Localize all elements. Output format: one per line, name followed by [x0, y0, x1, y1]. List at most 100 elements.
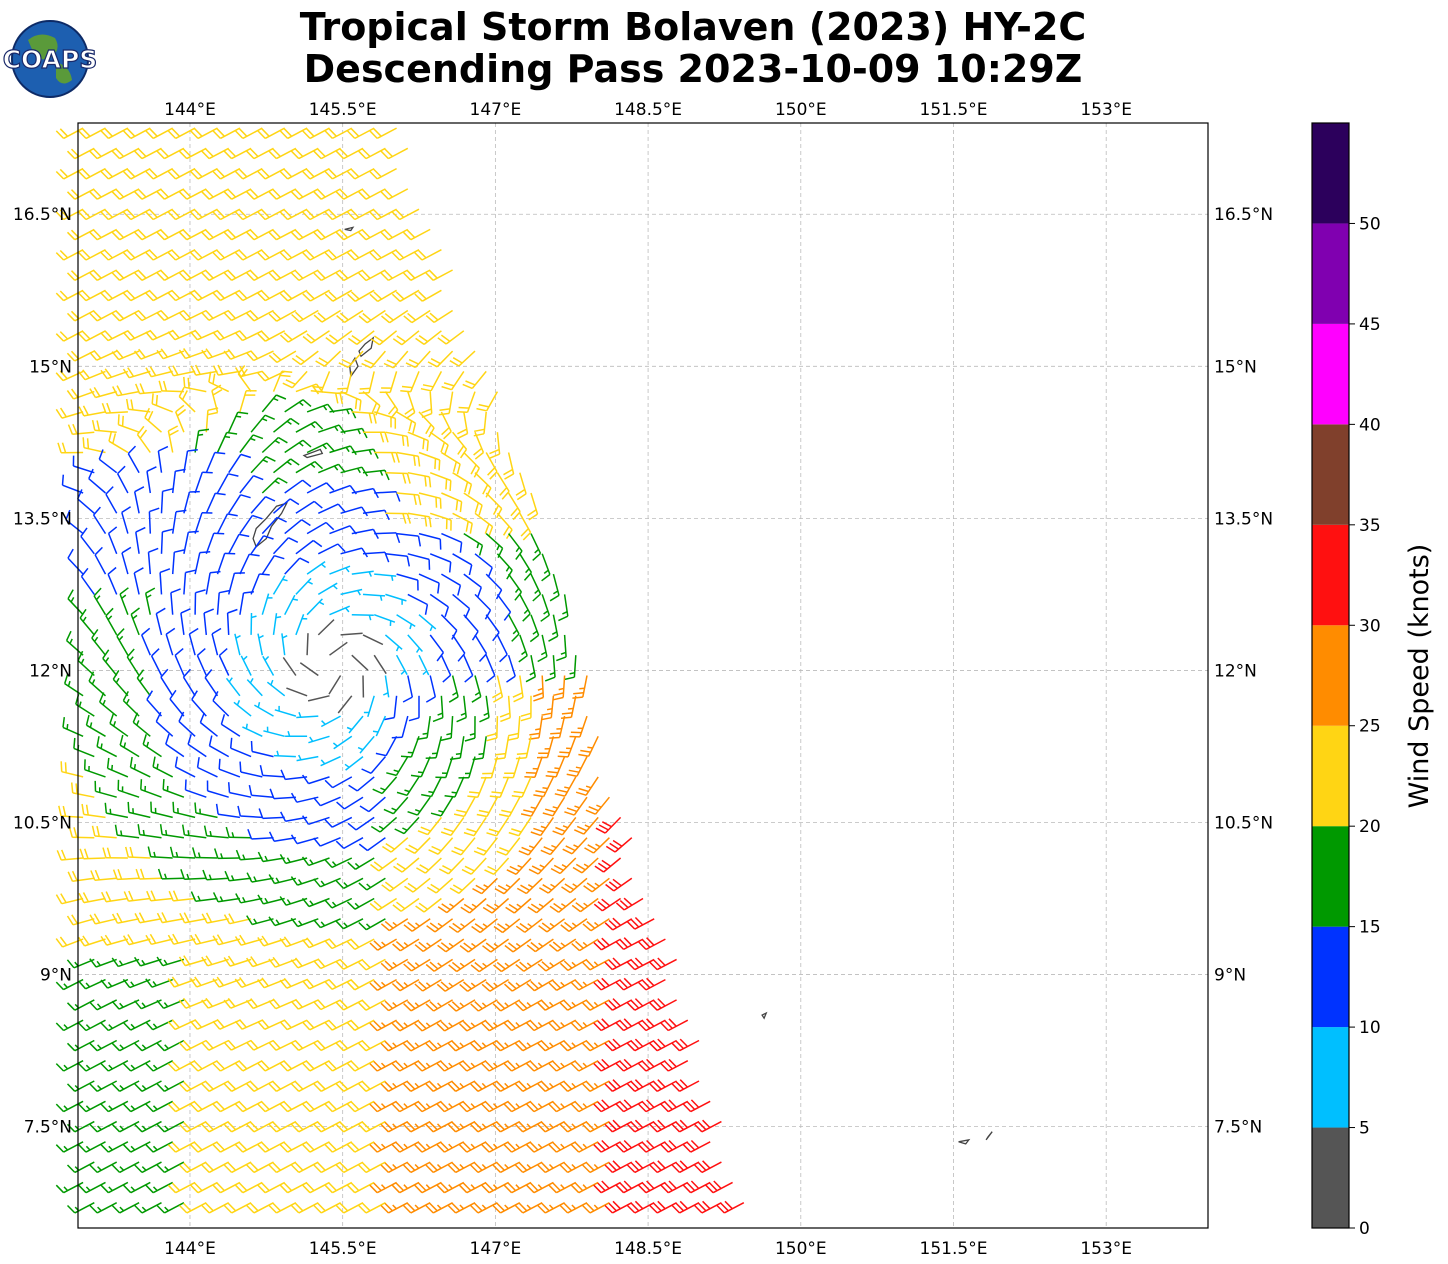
barb-staff: [175, 289, 196, 302]
wind-barb: [250, 414, 275, 433]
barb-feather: [201, 1164, 210, 1173]
barb-feather: [369, 293, 379, 302]
barb-feather: [134, 913, 141, 924]
wind-barb: [392, 938, 420, 952]
barb-feather: [223, 272, 233, 281]
barb-staff: [331, 978, 353, 990]
barb-feather: [59, 331, 69, 340]
wind-barb: [66, 1202, 95, 1214]
barb-staff: [295, 460, 316, 474]
barb-feather: [601, 977, 610, 987]
wind-barb: [159, 568, 171, 595]
barb-half-feather: [549, 671, 555, 676]
barb-feather: [441, 903, 451, 911]
barb-staff: [161, 877, 184, 880]
barb-feather: [312, 539, 323, 548]
barb-feather: [347, 861, 356, 870]
wind-barb: [313, 1202, 341, 1214]
barb-half-feather: [298, 401, 304, 407]
wind-barb: [250, 535, 274, 555]
barb-half-feather: [382, 692, 389, 696]
barb-feather: [503, 1022, 513, 1032]
wind-barb: [135, 868, 162, 880]
wind-barb: [369, 938, 397, 951]
barb-feather: [686, 1182, 696, 1192]
wind-barb: [134, 1202, 162, 1214]
wind-barb: [436, 1060, 465, 1072]
barb-feather: [167, 1103, 177, 1113]
barb-feather: [324, 252, 333, 261]
barb-staff: [63, 208, 84, 221]
barb-feather: [570, 1063, 580, 1072]
barb-staff: [85, 249, 106, 261]
barb-feather: [145, 331, 154, 341]
barb-half-feather: [422, 670, 428, 676]
barb-staff: [184, 958, 207, 967]
barb-feather: [526, 1144, 535, 1153]
wind-barb: [228, 453, 252, 474]
barb-staff: [264, 1019, 286, 1030]
barb-feather: [245, 957, 254, 968]
barb-feather: [531, 865, 542, 872]
barb-feather: [328, 1142, 337, 1151]
barb-feather: [156, 1042, 165, 1052]
wind-barb: [452, 431, 468, 459]
barb-feather: [537, 1123, 546, 1133]
barb-staff: [173, 938, 196, 945]
barb-feather: [373, 1101, 382, 1111]
wind-barb: [470, 1161, 498, 1174]
wind-barb: [519, 512, 532, 541]
wind-barb: [140, 779, 162, 798]
barb-staff: [482, 736, 487, 759]
barb-staff: [446, 897, 465, 914]
barb-feather: [339, 189, 349, 198]
barb-half-feather: [118, 960, 124, 966]
barb-half-feather: [93, 636, 99, 642]
barb-feather: [395, 941, 405, 949]
barb-staff: [351, 613, 374, 617]
wind-barb: [479, 695, 490, 723]
barb-staff: [108, 1019, 129, 1032]
wind-barb: [130, 607, 140, 636]
barb-half-feather: [286, 899, 292, 905]
barb-feather: [467, 795, 478, 798]
wind-barb: [234, 1100, 263, 1113]
barb-staff: [576, 756, 588, 777]
wind-barb: [194, 471, 213, 494]
barb-staff: [207, 790, 229, 798]
barb-half-feather: [527, 884, 534, 888]
barb-half-feather: [459, 1123, 465, 1129]
wind-barb: [228, 411, 249, 433]
barb-staff: [195, 812, 218, 819]
barb-feather: [194, 1142, 203, 1151]
barb-half-feather: [425, 1062, 431, 1068]
barb-feather: [402, 1123, 412, 1133]
barb-half-feather: [63, 1105, 69, 1111]
barb-feather: [425, 1042, 434, 1052]
wind-barb: [514, 999, 543, 1012]
barb-staff: [455, 1080, 476, 1092]
wind-barb: [369, 1060, 397, 1072]
barb-feather: [145, 1021, 154, 1031]
wind-barb: [250, 496, 276, 514]
barb-feather: [106, 402, 112, 414]
barb-half-feather: [130, 1105, 136, 1111]
wind-barb: [302, 1100, 330, 1113]
wind-barb: [55, 1100, 84, 1113]
barb-feather: [119, 734, 124, 746]
barb-feather: [172, 890, 179, 901]
barb-staff: [186, 309, 207, 321]
barb-half-feather: [470, 1103, 476, 1108]
barb-feather: [238, 533, 250, 538]
wind-barb: [301, 856, 330, 867]
barb-feather: [675, 1202, 685, 1212]
barb-feather: [422, 438, 425, 450]
barb-feather: [165, 733, 170, 745]
barb-feather: [78, 170, 87, 180]
barb-feather: [373, 940, 383, 949]
wind-barb: [394, 816, 420, 835]
wind-barb: [335, 1080, 364, 1092]
barb-staff: [376, 167, 397, 180]
barb-staff: [150, 856, 173, 859]
wind-barb: [180, 608, 191, 636]
